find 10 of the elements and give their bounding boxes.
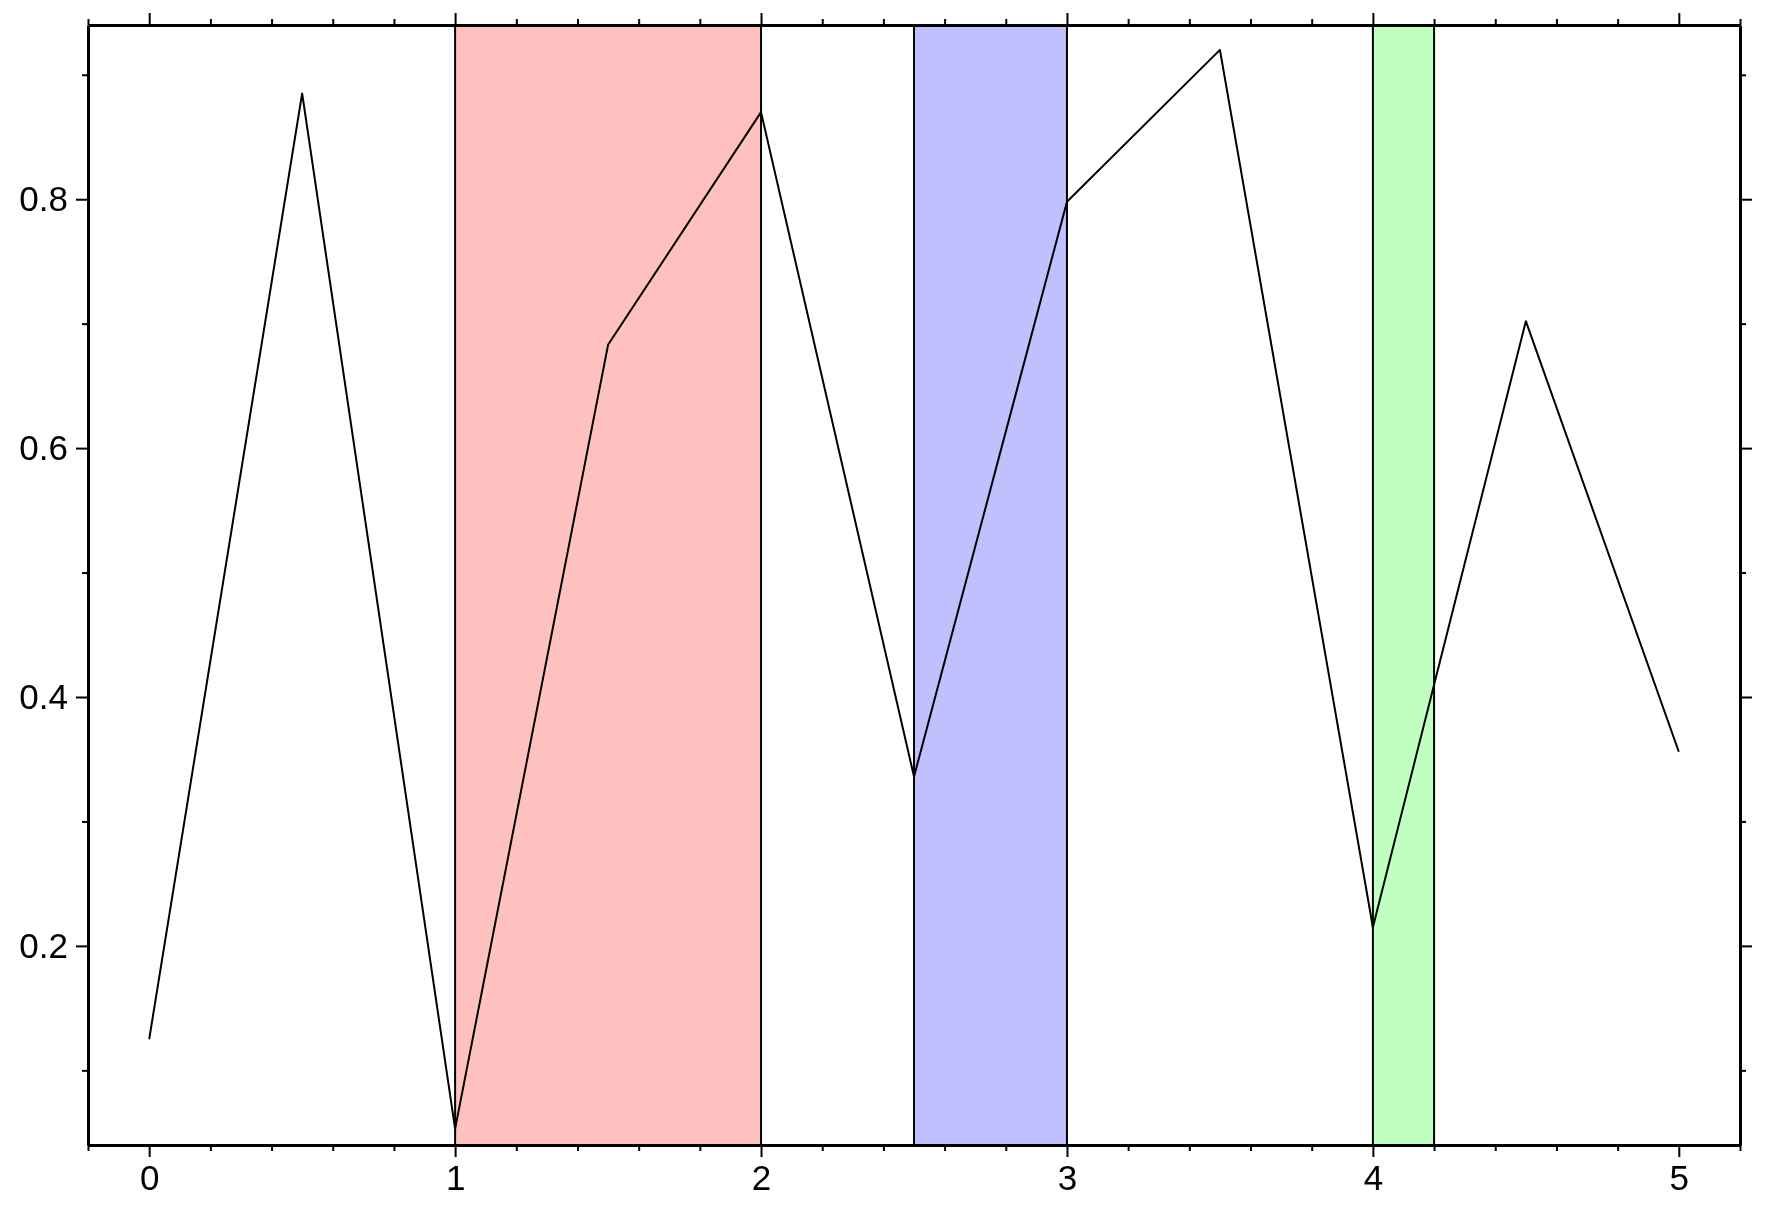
x-tick-label: 3 <box>1057 1157 1078 1197</box>
x-tick-label: 4 <box>1363 1157 1384 1197</box>
y-tick-label: 0.4 <box>19 676 68 716</box>
x-tick-label: 1 <box>445 1157 466 1197</box>
y-tick-label: 0.2 <box>19 925 68 965</box>
y-tick-label: 0.8 <box>19 178 68 218</box>
x-tick-label: 5 <box>1669 1157 1690 1197</box>
y-tick-label: 0.6 <box>19 427 68 467</box>
x-tick-label: 0 <box>139 1157 160 1197</box>
x-tick-label: 2 <box>751 1157 772 1197</box>
